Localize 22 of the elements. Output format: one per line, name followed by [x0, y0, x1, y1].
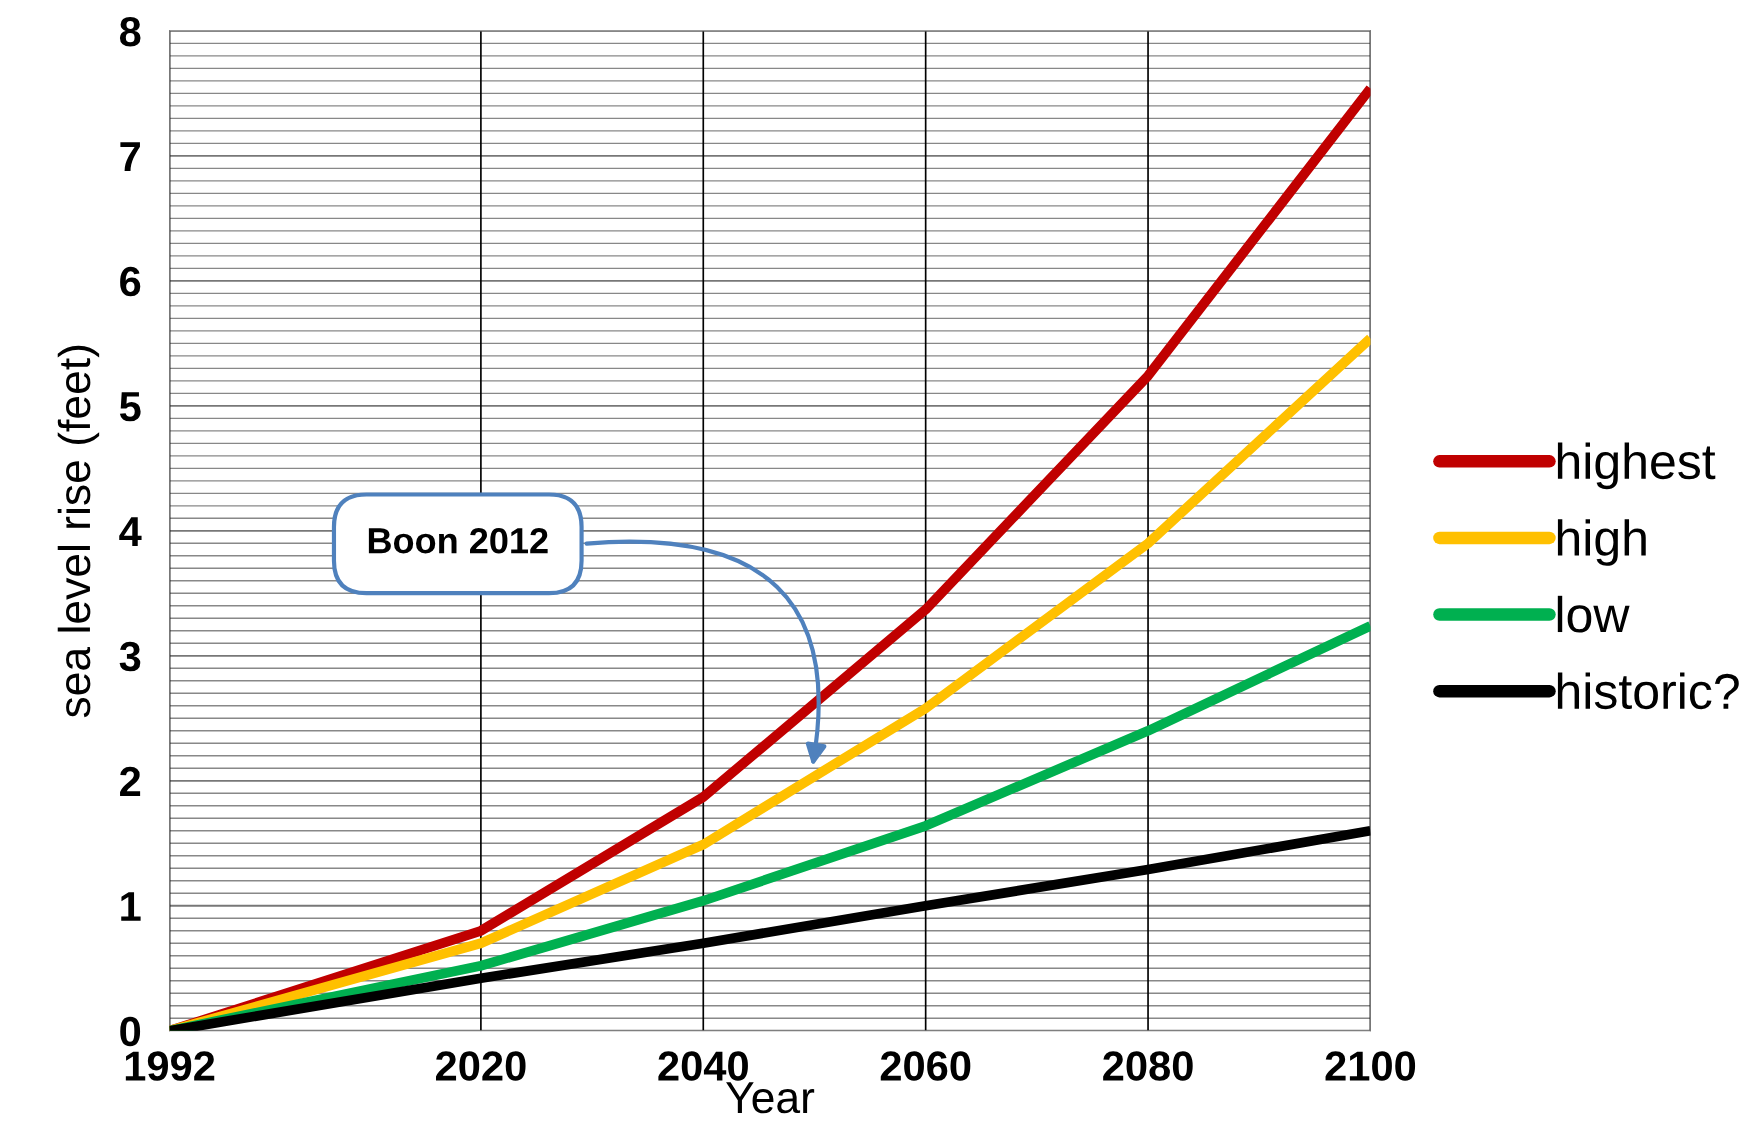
- y-tick-label: 7: [120, 142, 140, 171]
- legend-label: historic?: [1557, 672, 1739, 710]
- legend-label: high: [1557, 519, 1646, 566]
- y-tick-label: 0: [120, 1016, 141, 1047]
- y-tick-label: 2: [120, 766, 141, 796]
- y-tick-label: 6: [120, 266, 141, 297]
- x-tick-label: 1992: [125, 1051, 215, 1081]
- x-axis-title: Year: [726, 1082, 815, 1114]
- legend-label: highest: [1557, 442, 1716, 490]
- annotation: Boon 2012: [368, 527, 548, 554]
- x-tick-label: 2100: [1325, 1051, 1416, 1081]
- x-tick-label: 2040: [658, 1051, 748, 1081]
- legend-label: low: [1557, 595, 1630, 633]
- x-tick-label: 2060: [880, 1051, 971, 1081]
- y-tick-label: 5: [119, 392, 141, 422]
- x-tick-label: 2020: [436, 1051, 526, 1081]
- y-tick-label: 4: [119, 517, 142, 546]
- y-axis-title: sea level rise (feet): [57, 345, 100, 718]
- x-tick-label: 2080: [1103, 1051, 1193, 1081]
- y-tick-label: 8: [119, 16, 141, 47]
- y-tick-label: 1: [121, 892, 141, 921]
- y-tick-label: 3: [119, 641, 141, 672]
